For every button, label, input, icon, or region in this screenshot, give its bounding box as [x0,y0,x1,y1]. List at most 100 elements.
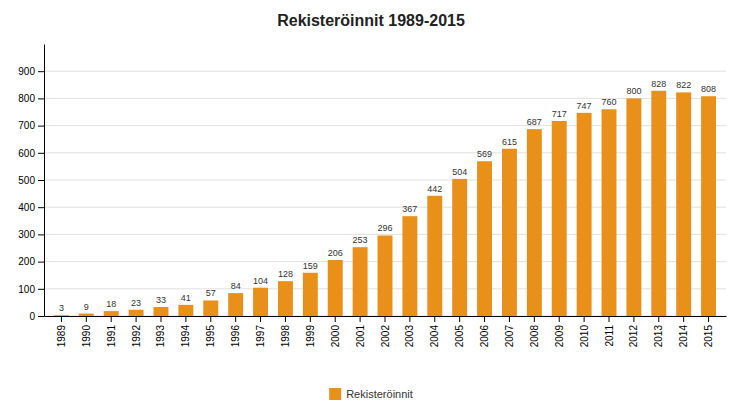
grid-line [44,234,726,235]
tick-mark [38,316,44,317]
tick-label: 2001 [355,325,366,348]
x-tick: 2011 [604,316,615,347]
tick-label: 500 [18,175,35,186]
tick-label: 1990 [81,325,92,348]
grid-line [44,71,726,72]
tick-label: 1999 [305,325,316,348]
bar [676,92,691,316]
x-tick: 2003 [404,316,415,347]
x-tick: 2008 [529,316,540,347]
plot: 0100200300400500600700800900198919901991… [18,45,726,348]
tick-label: 900 [18,66,35,77]
tick-mark [409,316,410,322]
tick-label: 1997 [255,325,266,348]
x-tick: 2007 [504,316,515,347]
bar [178,305,193,316]
tick-mark [335,316,336,322]
y-tick: 600 [18,148,44,159]
tick-mark [385,316,386,322]
x-tick: 2009 [554,316,565,347]
x-tick: 2015 [703,316,714,347]
tick-mark [310,316,311,322]
x-tick: 1997 [255,316,266,347]
tick-mark [38,98,44,99]
legend-label: Rekisteröinnit [346,388,413,400]
data-label: 822 [676,80,691,90]
tick-mark [285,316,286,322]
tick-label: 2011 [604,325,615,347]
data-label: 57 [206,288,216,298]
y-tick: 300 [18,229,44,240]
data-label: 3 [59,303,64,313]
data-label: 760 [601,97,616,107]
bar [54,315,69,316]
x-tick: 2005 [454,316,465,347]
tick-label: 700 [18,120,35,131]
data-label: 206 [328,248,343,258]
tick-label: 1998 [280,325,291,348]
grid-line [44,152,726,153]
data-label: 104 [253,276,268,286]
tick-label: 2015 [703,325,714,348]
y-tick: 800 [18,93,44,104]
y-tick: 100 [18,284,44,295]
tick-mark [360,316,361,322]
tick-label: 100 [18,284,35,295]
tick-mark [434,316,435,322]
bar [651,91,666,316]
tick-mark [708,316,709,322]
data-label: 33 [156,295,166,305]
x-tick: 2012 [628,316,639,347]
title: Rekisteröinnit 1989-2015 [277,12,465,29]
x-tick: 1989 [56,316,67,347]
chart: Rekisteröinnit 1989-20150100200300400500… [0,0,742,412]
data-label: 159 [303,261,318,271]
tick-label: 2002 [380,325,391,348]
bar [228,293,243,316]
data-label: 747 [577,101,592,111]
tick-label: 0 [29,311,35,322]
tick-label: 200 [18,256,35,267]
bar [502,149,517,316]
data-label: 717 [552,109,567,119]
tick-label: 2013 [653,325,664,348]
tick-label: 2000 [330,325,341,348]
x-tick: 1992 [131,316,142,347]
data-label: 828 [651,79,666,89]
bar [552,121,567,316]
tick-mark [484,316,485,322]
tick-label: 1994 [180,325,191,348]
tick-label: 300 [18,229,35,240]
tick-mark [260,316,261,322]
bar [602,109,617,316]
y-tick: 900 [18,66,44,77]
x-tick: 1998 [280,316,291,347]
tick-mark [683,316,684,322]
data-labels: 3918233341578410412815920625329636744250… [59,79,716,313]
x-tick: 2000 [330,316,341,347]
tick-mark [210,316,211,322]
tick-mark [61,316,62,322]
x-tick: 1993 [155,316,166,347]
tick-label: 1996 [230,325,241,348]
tick-mark [658,316,659,322]
tick-mark [136,316,137,322]
tick-mark [633,316,634,322]
data-label: 18 [106,299,116,309]
tick-mark [609,316,610,322]
data-label: 367 [402,204,417,214]
bar [353,247,368,316]
tick-label: 1995 [205,325,216,348]
bar [378,235,393,316]
tick-label: 2006 [479,325,490,348]
bar [452,179,467,316]
tick-mark [38,262,44,263]
x-tick: 1990 [81,316,92,347]
tick-label: 2007 [504,325,515,348]
axis-line [44,45,45,317]
bar [527,129,542,316]
x-tick: 2014 [678,316,689,347]
tick-mark [38,207,44,208]
data-label: 808 [701,84,716,94]
data-label: 128 [278,269,293,279]
